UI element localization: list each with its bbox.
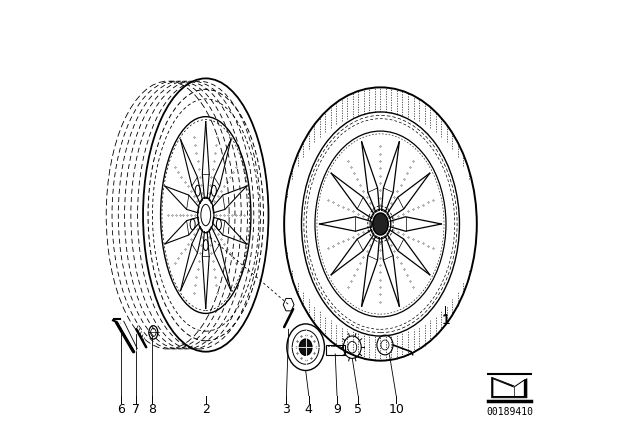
- Text: 10: 10: [388, 403, 404, 417]
- Text: 7: 7: [132, 403, 140, 417]
- Ellipse shape: [300, 339, 312, 355]
- Ellipse shape: [372, 213, 388, 235]
- Text: 8: 8: [148, 403, 156, 417]
- Text: 1: 1: [442, 314, 449, 327]
- Text: 9: 9: [333, 403, 341, 417]
- Text: 6: 6: [116, 403, 125, 417]
- Polygon shape: [493, 379, 524, 396]
- Text: 3: 3: [282, 403, 291, 417]
- Polygon shape: [492, 377, 527, 398]
- Text: 2: 2: [202, 403, 210, 417]
- Text: 5: 5: [354, 403, 362, 417]
- Text: 1: 1: [441, 313, 450, 327]
- Text: 00189410: 00189410: [486, 407, 533, 417]
- Text: 4: 4: [305, 403, 313, 417]
